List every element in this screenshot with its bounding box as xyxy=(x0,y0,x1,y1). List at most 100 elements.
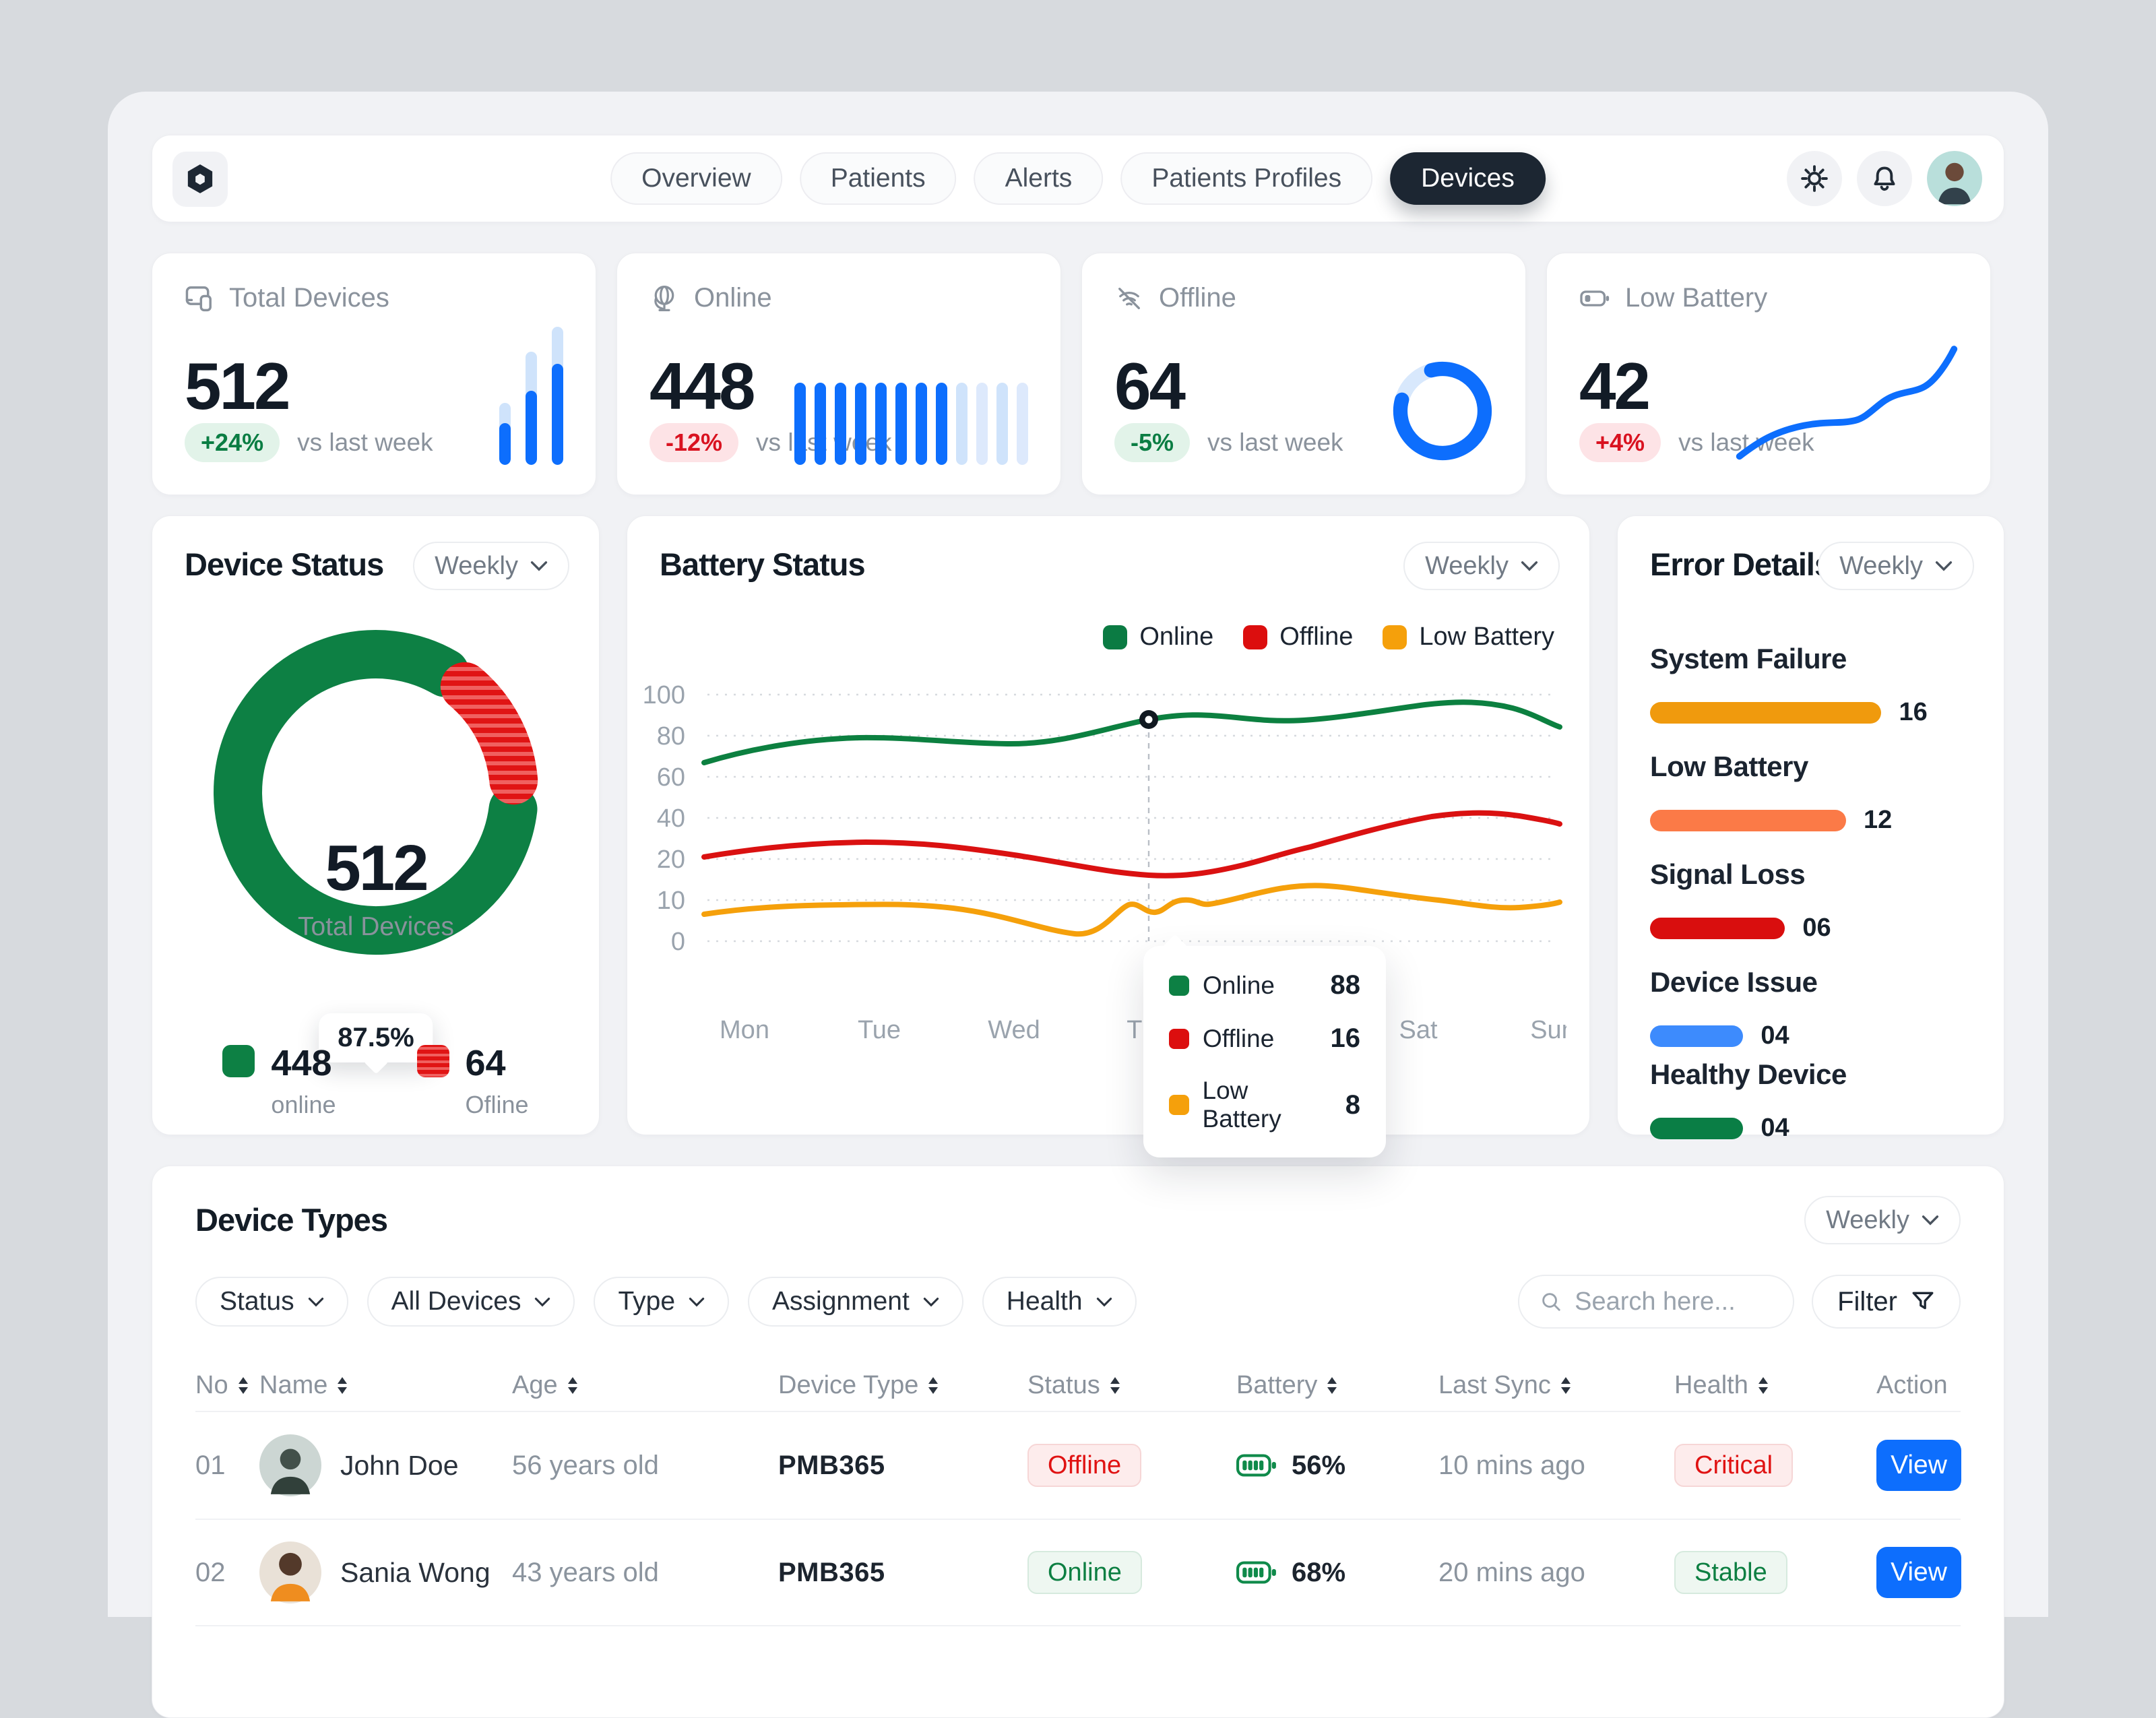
sort-icon xyxy=(1110,1376,1120,1394)
battery-status-title: Battery Status xyxy=(660,546,866,582)
error-item-signal-loss: Signal Loss 06 xyxy=(1650,858,1831,942)
sort-icon xyxy=(1758,1376,1769,1394)
filter-type[interactable]: Type xyxy=(594,1277,730,1327)
svg-text:Sun: Sun xyxy=(1530,1016,1566,1044)
view-button[interactable]: View xyxy=(1876,1440,1961,1491)
svg-text:Mon: Mon xyxy=(720,1016,769,1044)
filter-health[interactable]: Health xyxy=(982,1277,1137,1327)
globe-icon xyxy=(654,285,674,311)
low-battery-swatch xyxy=(1383,625,1407,649)
error-item-device-issue: Device Issue 04 xyxy=(1650,966,1818,1050)
error-details-title: Error Details xyxy=(1650,546,1832,582)
svg-text:60: 60 xyxy=(657,763,685,792)
column-header-device-type[interactable]: Device Type xyxy=(778,1371,1027,1400)
avatar xyxy=(259,1541,321,1603)
device-status-period-select[interactable]: Weekly xyxy=(413,542,569,590)
column-header-age[interactable]: Age xyxy=(512,1371,778,1400)
battery-cell: 68% xyxy=(1236,1558,1438,1588)
stat-label: Low Battery xyxy=(1625,283,1768,313)
view-button[interactable]: View xyxy=(1876,1547,1961,1598)
device-status-card: Device Status Weekly 512 Total Devices xyxy=(152,515,600,1135)
delta-badge: +4% xyxy=(1579,423,1661,462)
legend-online: 448 online xyxy=(222,1045,336,1119)
sort-icon xyxy=(928,1376,939,1394)
device-status-legend: 448 online 64 Ofline xyxy=(152,1045,599,1119)
svg-text:20: 20 xyxy=(657,846,685,874)
column-header-status[interactable]: Status xyxy=(1027,1371,1236,1400)
health-badge: Stable xyxy=(1674,1551,1787,1594)
sort-icon xyxy=(567,1376,578,1394)
tab-patients[interactable]: Patients xyxy=(799,152,957,205)
stat-value: 42 xyxy=(1579,349,1651,423)
settings-button[interactable] xyxy=(1787,151,1842,206)
stat-card-low-battery: Low Battery 42 +4% vs last week xyxy=(1546,253,1991,495)
column-header-battery[interactable]: Battery xyxy=(1236,1371,1438,1400)
last-sync-cell: 20 mins ago xyxy=(1438,1557,1585,1587)
device-type-cell: PMB365 xyxy=(778,1557,885,1587)
svg-text:10: 10 xyxy=(657,887,685,915)
battery-icon xyxy=(1236,1454,1276,1477)
search-field xyxy=(1518,1275,1795,1329)
column-header-last-sync[interactable]: Last Sync xyxy=(1438,1371,1674,1400)
chart-tooltip: Online 88 Offline 16 Low Battery 8 xyxy=(1143,946,1386,1157)
hexagon-logo-icon xyxy=(187,164,213,193)
device-types-period-select[interactable]: Weekly xyxy=(1804,1196,1961,1244)
filter-assignment[interactable]: Assignment xyxy=(748,1277,963,1327)
column-header-health[interactable]: Health xyxy=(1674,1371,1876,1400)
health-badge: Critical xyxy=(1674,1444,1794,1487)
battery-status-period-select[interactable]: Weekly xyxy=(1403,542,1560,590)
sort-icon xyxy=(1560,1376,1571,1394)
filter-all-devices[interactable]: All Devices xyxy=(367,1277,575,1327)
table-row: 01 John Doe 56 years old PMB365 Offline xyxy=(195,1411,1961,1519)
battery-status-card: Battery Status Weekly Online Offline Low… xyxy=(627,515,1590,1157)
column-header-no[interactable]: No xyxy=(195,1371,259,1400)
tooltip-low-battery-row: Low Battery 8 xyxy=(1169,1077,1360,1133)
tab-alerts[interactable]: Alerts xyxy=(974,152,1104,205)
user-avatar[interactable] xyxy=(1927,151,1982,206)
low-battery-series-line xyxy=(701,883,1562,937)
stat-value: 64 xyxy=(1114,349,1186,423)
column-header-name[interactable]: Name xyxy=(259,1371,512,1400)
bell-icon xyxy=(1874,166,1895,191)
online-series-line xyxy=(701,699,1562,765)
filter-status[interactable]: Status xyxy=(195,1277,348,1327)
device-status-title: Device Status xyxy=(185,546,384,582)
devices-icon xyxy=(185,286,212,311)
error-bar xyxy=(1650,1117,1744,1139)
offline-striped-swatch xyxy=(416,1045,449,1077)
search-input[interactable] xyxy=(1575,1287,1773,1316)
table-header-row: No Name Age Device Type Status Battery xyxy=(195,1360,1961,1411)
stat-card-total-devices: Total Devices 512 +24% vs last week xyxy=(152,253,596,495)
filter-button[interactable]: Filter xyxy=(1812,1275,1961,1329)
legend-offline: Offline xyxy=(1243,623,1353,651)
tab-devices[interactable]: Devices xyxy=(1390,152,1546,205)
patient-name-cell: Sania Wong xyxy=(259,1541,512,1603)
table-filters-row: Status All Devices Type Assignment Healt… xyxy=(195,1275,1961,1329)
device-types-card: Device Types Weekly Status All Devices T… xyxy=(152,1166,2004,1718)
legend-offline: 64 Ofline xyxy=(416,1045,529,1119)
trend-line-mini-chart xyxy=(1736,340,1958,465)
svg-text:Wed: Wed xyxy=(988,1016,1040,1044)
avatar xyxy=(259,1434,321,1496)
online-swatch xyxy=(1103,625,1128,649)
error-bar xyxy=(1650,917,1785,939)
app-logo[interactable] xyxy=(172,152,228,207)
chevron-down-icon xyxy=(530,561,548,571)
tab-overview[interactable]: Overview xyxy=(610,152,782,205)
dashboard-panel: Overview Patients Alerts Patients Profil… xyxy=(108,92,2048,1718)
header-actions xyxy=(1787,151,1982,206)
patient-name-cell: John Doe xyxy=(259,1434,512,1496)
tab-patients-profiles[interactable]: Patients Profiles xyxy=(1120,152,1373,205)
donut-total-value: 512 xyxy=(325,832,429,904)
tooltip-offline-row: Offline 16 xyxy=(1169,1023,1360,1054)
online-swatch xyxy=(222,1045,255,1077)
device-status-donut-chart: 512 Total Devices 87.5% xyxy=(201,617,551,1062)
wifi-off-icon xyxy=(1118,287,1140,309)
error-details-period-select[interactable]: Weekly xyxy=(1818,542,1974,590)
sort-icon xyxy=(238,1376,249,1394)
top-navigation-bar: Overview Patients Alerts Patients Profil… xyxy=(152,135,2004,222)
gear-icon xyxy=(1801,165,1828,192)
error-item-low-battery: Low Battery 12 xyxy=(1650,751,1893,834)
notifications-button[interactable] xyxy=(1857,151,1912,206)
online-swatch xyxy=(1169,975,1189,996)
